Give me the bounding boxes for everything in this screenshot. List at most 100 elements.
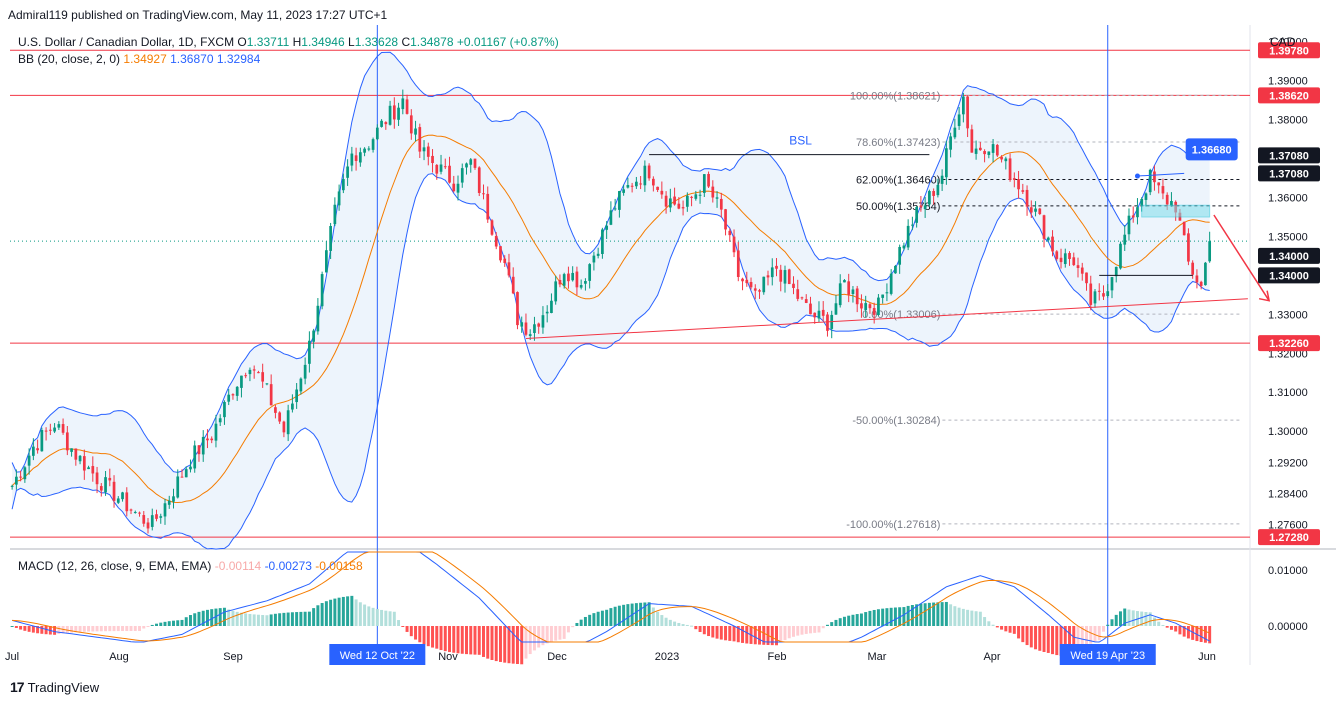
candle-body-194 xyxy=(834,303,838,315)
candle-body-48 xyxy=(214,423,218,441)
candle-body-195 xyxy=(838,283,842,306)
candle-body-240 xyxy=(1029,207,1033,213)
candle-body-269 xyxy=(1153,171,1156,183)
candle-body-265 xyxy=(1136,207,1139,218)
macd-hist-bar-192 xyxy=(825,624,829,626)
candle-body-270 xyxy=(1157,182,1161,186)
candle-body-156 xyxy=(673,196,676,205)
macd-hist-bar-183 xyxy=(787,626,791,639)
candle-body-188 xyxy=(809,303,812,315)
candle-body-113 xyxy=(490,220,494,235)
macd-hist-bar-256 xyxy=(1097,626,1101,641)
candle-body-167 xyxy=(719,198,723,210)
candle-body-142 xyxy=(613,208,617,210)
candle-body-63 xyxy=(278,412,282,422)
macd-hist-bar-38 xyxy=(172,620,175,626)
macd-hist-bar-127 xyxy=(549,626,553,642)
macd-hist-bar-23 xyxy=(108,626,112,632)
macd-hist-bar-264 xyxy=(1131,610,1135,626)
macd-hist-bar-69 xyxy=(303,611,307,626)
macd-hist-bar-96 xyxy=(418,626,422,643)
macd-hist-bar-234 xyxy=(1004,626,1008,632)
candle-body-42 xyxy=(189,466,192,470)
macd-hist-bar-123 xyxy=(532,626,536,651)
candle-body-89 xyxy=(388,105,392,125)
macd-hist-bar-273 xyxy=(1169,626,1173,630)
candle-body-237 xyxy=(1017,179,1020,190)
candle-body-213 xyxy=(915,207,919,223)
axis-price-tag-text-6: 1.32260 xyxy=(1269,338,1309,350)
macd-hist-bar-139 xyxy=(600,610,604,626)
candle-body-61 xyxy=(269,384,273,406)
axis-price-tag-text-7: 1.27280 xyxy=(1269,532,1309,544)
macd-hist-bar-254 xyxy=(1089,626,1093,644)
macd-hist-bar-255 xyxy=(1093,626,1097,642)
macd-hist-bar-125 xyxy=(541,626,545,646)
candle-body-209 xyxy=(898,246,902,265)
candle-body-64 xyxy=(282,421,286,433)
candle-body-244 xyxy=(1046,237,1050,241)
macd-hist-bar-275 xyxy=(1178,626,1182,635)
low-value: 1.33628 xyxy=(354,35,399,49)
crosshair-date-text-0: Wed 12 Oct '22 xyxy=(340,650,415,662)
candle-body-191 xyxy=(821,309,825,316)
candle-body-115 xyxy=(499,246,502,261)
macd-hist-bar-187 xyxy=(804,626,808,634)
candle-body-141 xyxy=(609,210,613,225)
close-value: 1.34878 xyxy=(410,35,454,49)
axis-price-tag-6 xyxy=(1258,335,1320,352)
candle-body-279 xyxy=(1195,275,1199,283)
candle-body-146 xyxy=(630,185,634,187)
candle-body-163 xyxy=(702,174,706,193)
macd-hist-bar-52 xyxy=(231,610,235,626)
candle-body-18 xyxy=(87,467,90,470)
candle-body-12 xyxy=(61,424,65,433)
candle-body-15 xyxy=(74,448,78,460)
candle-body-36 xyxy=(163,503,167,517)
macd-hist-bar-219 xyxy=(940,602,944,626)
axis-price-tag-text-1: 1.38620 xyxy=(1269,90,1309,102)
macd-hist-bar-128 xyxy=(554,626,558,641)
y-tick-4: 1.36000 xyxy=(1268,192,1308,204)
macd-hist-bar-89 xyxy=(388,611,392,626)
candles-group xyxy=(10,89,1212,534)
candle-body-28 xyxy=(129,509,133,511)
macd-hist-bar-258 xyxy=(1106,624,1110,626)
symbol-legend: U.S. Dollar / Canadian Dollar, 1D, FXCM … xyxy=(18,35,559,49)
candle-body-252 xyxy=(1080,267,1084,274)
macd-hist-bar-18 xyxy=(87,626,91,632)
macd-hist-bar-195 xyxy=(838,618,842,626)
candle-body-71 xyxy=(312,330,315,342)
macd-hist-bar-39 xyxy=(176,620,180,626)
macd-hist-bar-253 xyxy=(1085,626,1088,647)
candle-body-77 xyxy=(337,191,341,206)
macd-hist-bar-44 xyxy=(197,611,201,626)
macd-hist-bar-19 xyxy=(91,626,95,632)
fib-label-5: -50.00%(1.30284) xyxy=(852,415,940,427)
candle-body-80 xyxy=(350,153,354,166)
candle-body-11 xyxy=(57,424,61,428)
candle-body-112 xyxy=(486,193,490,220)
macd-hist-bar-135 xyxy=(583,616,587,626)
macd-hist-bar-31 xyxy=(142,626,146,629)
macd-hist-bar-84 xyxy=(367,606,371,626)
candle-body-173 xyxy=(745,279,749,284)
macd-hist-bar-250 xyxy=(1072,626,1076,658)
y-tick-10: 1.29200 xyxy=(1268,457,1308,469)
candle-body-178 xyxy=(766,275,770,278)
candle-body-231 xyxy=(991,144,995,153)
macd-hist-bar-199 xyxy=(855,614,859,626)
fib-label-6: -100.00%(1.27618) xyxy=(846,519,940,531)
candle-body-144 xyxy=(622,189,625,193)
macd-hist-bar-261 xyxy=(1118,611,1122,626)
macd-tick-1: 0.00000 xyxy=(1268,621,1308,633)
x-label-0: Jul xyxy=(5,651,19,663)
candle-body-255 xyxy=(1093,291,1097,304)
x-label-4: Nov xyxy=(438,651,458,663)
bsl-label: BSL xyxy=(789,134,812,148)
candle-body-135 xyxy=(584,281,587,284)
macd-hist-bar-144 xyxy=(622,604,626,626)
macd-hist-bar-180 xyxy=(775,626,778,646)
macd-hist-bar-176 xyxy=(758,626,762,645)
